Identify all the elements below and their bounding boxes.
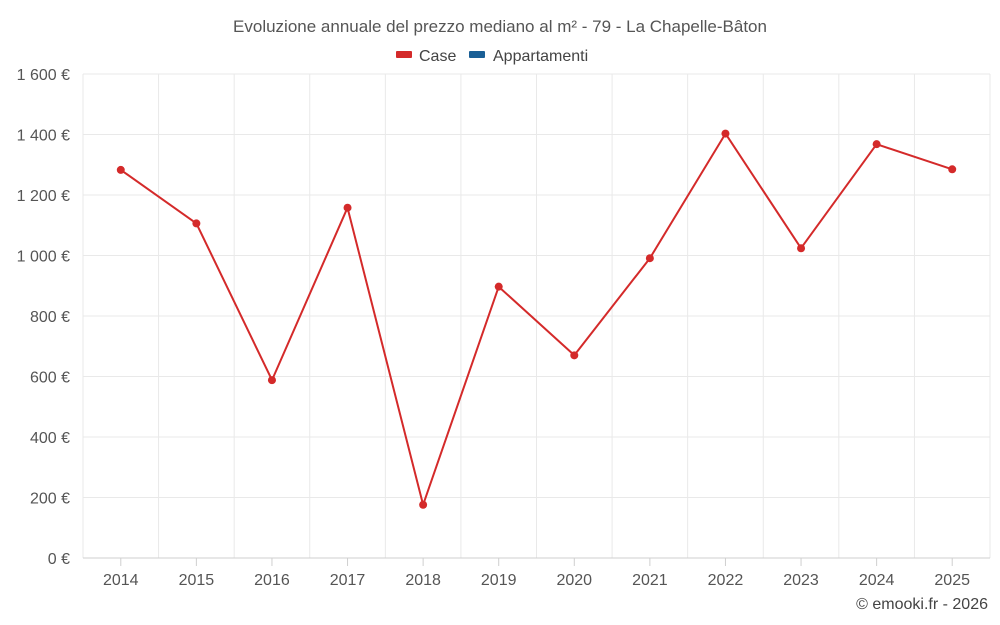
y-tick-label: 400 € [30, 430, 70, 447]
y-tick-label: 1 600 € [17, 67, 70, 84]
data-point[interactable] [419, 500, 428, 509]
series-layer [116, 129, 957, 509]
x-tick-label: 2025 [934, 572, 970, 589]
data-point[interactable] [797, 244, 806, 253]
data-point[interactable] [116, 165, 125, 174]
x-tick-label: 2020 [556, 572, 592, 589]
credit-text: © emooki.fr - 2026 [856, 596, 988, 613]
x-tick-label: 2014 [103, 572, 139, 589]
y-tick-label: 0 € [48, 551, 70, 568]
x-tick-label: 2022 [708, 572, 744, 589]
legend: Case Appartamenti [396, 48, 588, 65]
y-tick-label: 1 000 € [17, 249, 70, 266]
data-point[interactable] [494, 282, 503, 291]
legend-swatch-case [396, 51, 412, 58]
grid [82, 73, 991, 558]
x-tick-label: 2019 [481, 572, 517, 589]
data-point[interactable] [267, 376, 276, 385]
legend-swatch-appartamenti [469, 51, 485, 58]
x-tick-label: 2023 [783, 572, 819, 589]
data-point[interactable] [721, 129, 730, 138]
data-point[interactable] [872, 140, 881, 149]
series-line-case [120, 132, 953, 506]
axes: 0 € 200 € 400 € 600 € 800 € 1 000 € 1 200 € 1 4… [17, 67, 990, 589]
legend-label-case[interactable]: Case [419, 48, 456, 65]
x-tick-label: 2021 [632, 572, 668, 589]
x-tick-label: 2024 [859, 572, 895, 589]
x-tick-label: 2016 [254, 572, 290, 589]
y-tick-label: 800 € [30, 309, 70, 326]
y-tick-label: 600 € [30, 370, 70, 387]
data-point[interactable] [948, 165, 957, 174]
x-tick-label: 2015 [179, 572, 215, 589]
y-tick-label: 200 € [30, 491, 70, 508]
x-tick-label: 2017 [330, 572, 366, 589]
data-point[interactable] [343, 203, 352, 212]
y-tick-label: 1 200 € [17, 188, 70, 205]
data-point[interactable] [645, 254, 654, 263]
chart-title: Evoluzione annuale del prezzo mediano al… [233, 17, 767, 36]
data-point[interactable] [570, 351, 579, 360]
y-tick-label: 1 400 € [17, 128, 70, 145]
legend-label-appartamenti[interactable]: Appartamenti [493, 48, 588, 65]
x-tick-label: 2018 [405, 572, 441, 589]
data-point[interactable] [192, 219, 201, 228]
